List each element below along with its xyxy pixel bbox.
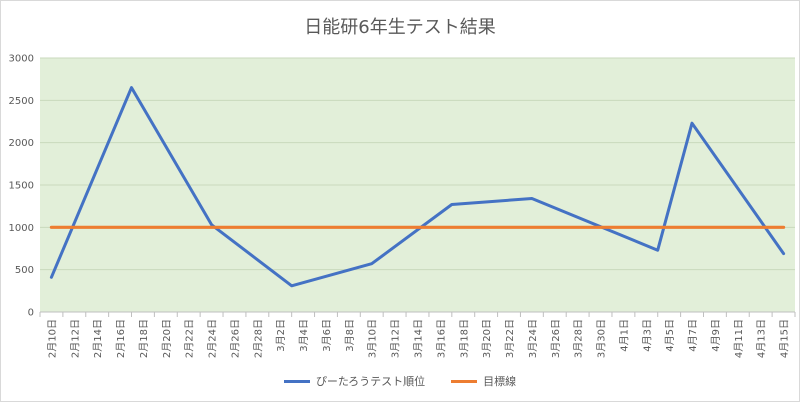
y-tick-label: 2500 (9, 96, 34, 107)
legend-label-rank: ぴーたろうテスト順位 (315, 375, 426, 388)
x-tick-label: 3月18日 (458, 319, 470, 358)
legend: ぴーたろうテスト順位 目標線 (0, 373, 800, 389)
x-tick-label: 3月2日 (275, 319, 287, 352)
x-tick-label: 3月20日 (481, 319, 493, 358)
y-tick-label: 1500 (9, 181, 34, 192)
x-tick-label: 2月28日 (252, 319, 264, 358)
x-tick-label: 2月26日 (229, 319, 241, 358)
x-tick-label: 4月3日 (641, 319, 653, 352)
legend-swatch-rank (283, 379, 310, 383)
x-tick-label: 2月10日 (46, 319, 58, 358)
x-tick-label: 3月6日 (321, 319, 333, 352)
x-tick-label: 4月9日 (710, 319, 722, 352)
x-tick-label: 4月11日 (733, 319, 745, 358)
legend-swatch-target (451, 379, 478, 383)
x-tick-label: 3月12日 (390, 319, 402, 358)
x-tick-label: 2月24日 (207, 319, 219, 358)
x-tick-label: 3月26日 (550, 319, 562, 358)
legend-label-target: 目標線 (483, 375, 517, 388)
chart-title: 日能研6年生テスト結果 (304, 17, 496, 38)
x-tick-label: 3月24日 (527, 319, 539, 358)
x-tick-label: 2月12日 (69, 319, 81, 358)
x-tick-label: 2月18日 (138, 319, 150, 358)
y-tick-label: 0 (28, 308, 34, 319)
y-tick-label: 1000 (9, 223, 34, 234)
x-tick-label: 3月30日 (596, 319, 608, 358)
y-tick-label: 3000 (9, 54, 34, 65)
x-tick-label: 4月1日 (618, 319, 630, 352)
x-tick-label: 4月5日 (664, 319, 676, 352)
legend-item-rank: ぴーたろうテスト順位 (283, 373, 426, 389)
x-tick-label: 3月28日 (573, 319, 585, 358)
x-tick-label: 3月22日 (504, 319, 516, 358)
x-tick-label: 3月14日 (413, 319, 425, 358)
x-tick-label: 2月20日 (161, 319, 173, 358)
y-tick-label: 2000 (9, 138, 34, 149)
legend-item-target: 目標線 (451, 373, 516, 389)
x-tick-label: 2月16日 (115, 319, 127, 358)
series-line-rank (49, 86, 786, 288)
x-tick-label: 2月22日 (184, 319, 196, 358)
x-tick-label: 4月7日 (687, 319, 699, 352)
x-tick-label: 4月13日 (756, 319, 768, 358)
x-tick-label: 2月14日 (92, 319, 104, 358)
y-tick-label: 500 (15, 265, 34, 276)
x-tick-label: 3月4日 (298, 319, 310, 352)
x-tick-label: 3月16日 (435, 319, 447, 358)
x-tick-label: 3月10日 (367, 319, 379, 358)
x-tick-label: 4月15日 (779, 319, 791, 358)
x-tick-label: 3月8日 (344, 319, 356, 352)
